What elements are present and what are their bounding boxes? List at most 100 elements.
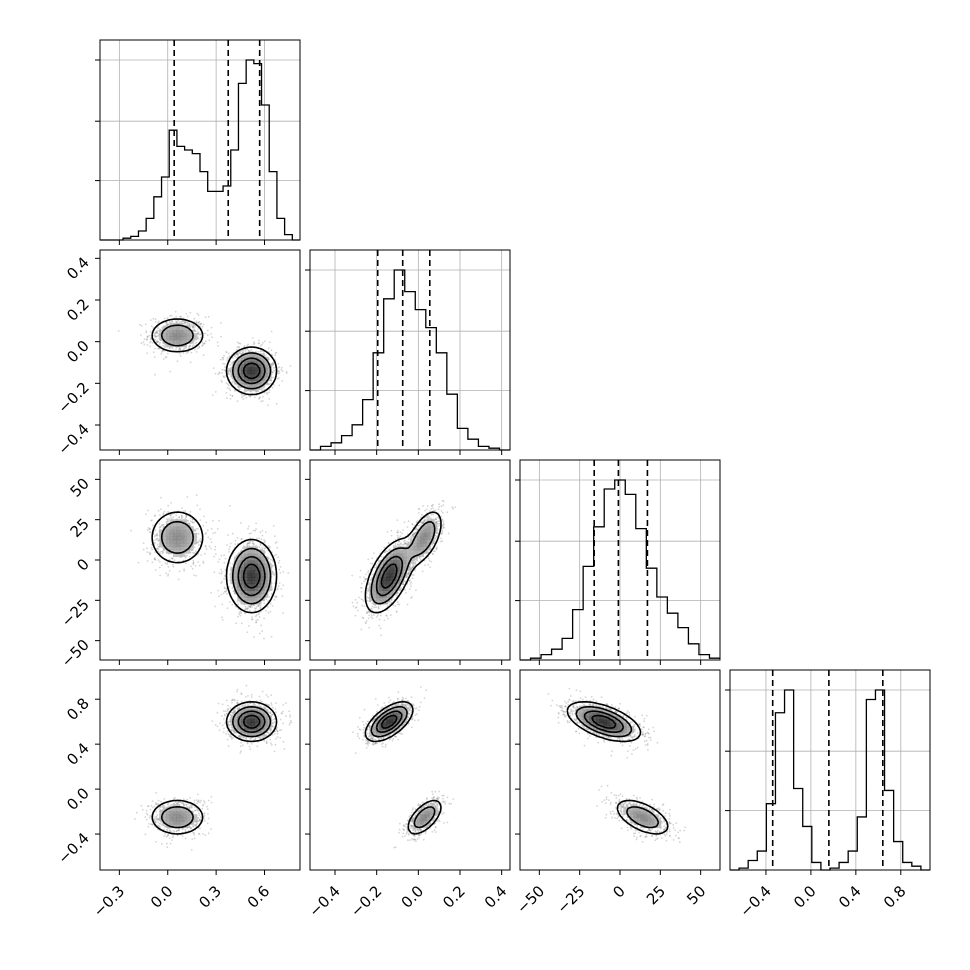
sample-point [247, 350, 250, 352]
sample-point [157, 332, 159, 335]
density-cell [166, 536, 170, 541]
sample-point [179, 355, 182, 357]
sample-point [440, 505, 443, 507]
sample-point [427, 563, 430, 566]
sample-point [221, 571, 224, 573]
sample-point [154, 335, 157, 338]
sample-point [254, 607, 256, 610]
sample-point [169, 347, 172, 349]
sample-point [218, 595, 221, 598]
sample-point [277, 370, 280, 372]
density-cell [176, 543, 181, 547]
sample-point [194, 342, 197, 344]
sample-point [218, 572, 221, 575]
sample-point [272, 367, 275, 369]
sample-point [194, 529, 197, 532]
sample-point [271, 564, 274, 567]
sample-point [267, 545, 270, 547]
sample-point [165, 322, 168, 325]
sample-point [251, 337, 254, 339]
sample-point [434, 534, 437, 537]
density-cell [179, 526, 184, 530]
sample-point [196, 333, 199, 336]
sample-point [268, 596, 271, 598]
scatter-panel-2-1 [305, 459, 511, 665]
sample-point [146, 344, 149, 346]
sample-point [246, 344, 249, 347]
sample-point [229, 364, 232, 366]
sample-point [177, 320, 179, 322]
sample-point [156, 543, 159, 546]
sample-point [244, 608, 247, 611]
sample-point [281, 380, 284, 382]
density-cell [172, 326, 177, 331]
sample-point [154, 318, 157, 321]
sample-point [181, 321, 183, 323]
sample-point [184, 510, 187, 512]
sample-point [401, 532, 403, 535]
sample-point [223, 578, 226, 580]
density-cell [176, 326, 181, 331]
sample-point [171, 347, 174, 350]
sample-point [266, 606, 269, 608]
sample-point [187, 350, 190, 353]
sample-point [200, 323, 202, 325]
sample-point [139, 323, 142, 326]
sample-point [168, 321, 171, 323]
density-cell [264, 583, 269, 588]
sample-point [263, 547, 266, 550]
sample-point [206, 334, 209, 337]
sample-point [229, 397, 232, 400]
sample-point [151, 524, 154, 527]
sample-point [227, 352, 230, 355]
sample-point [157, 559, 160, 561]
sample-point [158, 320, 161, 323]
sample-point [164, 356, 167, 359]
sample-point [202, 343, 205, 345]
sample-point [216, 528, 219, 530]
density-cell [244, 587, 248, 591]
sample-point [271, 386, 274, 389]
sample-point [225, 589, 228, 592]
sample-point [222, 362, 224, 365]
sample-point [204, 316, 207, 319]
sample-point [231, 532, 234, 535]
sample-point [193, 574, 195, 576]
sample-point [187, 350, 189, 353]
sample-point [192, 563, 195, 566]
sample-point [420, 513, 423, 516]
sample-point [173, 559, 176, 561]
sample-point [157, 327, 160, 330]
density-cell [166, 329, 170, 334]
density-cell [162, 536, 167, 541]
sample-point [426, 505, 429, 507]
sample-point [175, 346, 178, 349]
sample-point [237, 345, 240, 348]
sample-point [192, 552, 194, 554]
sample-point [200, 322, 203, 325]
sample-point [259, 397, 261, 399]
sample-point [280, 366, 283, 369]
sample-point [248, 542, 251, 545]
sample-point [428, 517, 430, 519]
sample-point [157, 539, 160, 541]
sample-point [264, 354, 267, 357]
sample-point [183, 347, 186, 350]
sample-point [189, 555, 191, 558]
sample-point [211, 336, 214, 339]
histogram-steps [310, 269, 510, 451]
density-cell [179, 339, 184, 344]
sample-point [223, 376, 226, 379]
sample-point [199, 333, 201, 336]
density-cell [179, 326, 184, 331]
sample-point [421, 522, 424, 524]
sample-point [270, 558, 272, 561]
sample-point [451, 506, 454, 508]
sample-point [154, 335, 157, 338]
sample-point [423, 520, 426, 523]
sample-point [164, 324, 167, 327]
sample-point [220, 554, 223, 557]
sample-point [253, 636, 256, 638]
sample-point [154, 373, 156, 376]
sample-point [415, 521, 418, 523]
